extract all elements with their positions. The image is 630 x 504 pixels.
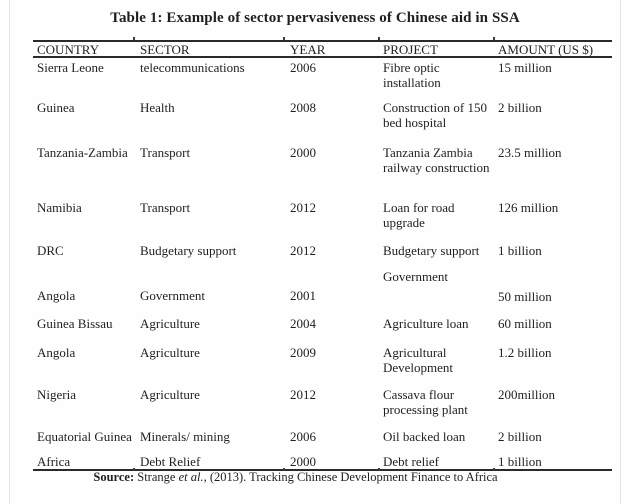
cell-amount: 15 million — [498, 60, 552, 75]
cell-amount: 2 billion — [498, 429, 542, 444]
border-tick — [378, 468, 380, 471]
border-tick — [283, 468, 285, 471]
cell-amount: 126 million — [498, 200, 559, 215]
cell-year: 2004 — [290, 316, 316, 331]
cell-amount: 1 billion — [498, 454, 542, 469]
cell-country: Equatorial Guinea — [37, 429, 132, 444]
cell-project: Cassava flour processing plant — [383, 387, 468, 417]
table-row: Guinea Bissau Agriculture 2004 Agricultu… — [33, 314, 612, 343]
cell-country: Guinea Bissau — [37, 316, 113, 331]
cell-sector: Agriculture — [140, 316, 200, 331]
cell-amount: 23.5 million — [498, 145, 562, 160]
border-tick — [493, 37, 495, 40]
cell-country: Sierra Leone — [37, 60, 104, 75]
source-note: Source: Strange et al., (2013). Tracking… — [6, 470, 585, 485]
cell-year: 2009 — [290, 345, 316, 360]
cell-year: 2006 — [290, 429, 316, 444]
cell-project: Budgetary support — [383, 243, 480, 258]
cell-country: Nigeria — [37, 387, 76, 402]
border-tick — [378, 37, 380, 40]
source-et-al: et al. — [178, 470, 204, 484]
cell-country: DRC — [37, 243, 64, 258]
chinese-aid-table: COUNTRY SECTOR YEAR PROJECT AMOUNT (US $… — [33, 40, 612, 471]
cell-sector: Transport — [140, 145, 191, 160]
border-tick — [133, 468, 135, 471]
header-amount: AMOUNT (US $) — [493, 41, 612, 58]
cell-year: 2006 — [290, 60, 316, 75]
cell-project: Loan for road upgrade — [383, 200, 455, 230]
table-row: Namibia Transport 2012 Loan for road upg… — [33, 198, 612, 241]
table-row: Nigeria Agriculture 2012 Cassava flour p… — [33, 385, 612, 427]
header-country: COUNTRY — [33, 41, 133, 58]
cell-year: 2008 — [290, 100, 316, 115]
cell-year: 2012 — [290, 200, 316, 215]
table-title: Table 1: Example of sector pervasiveness… — [110, 10, 520, 26]
cell-amount: 200million — [498, 387, 556, 402]
cell-year: 2000 — [290, 454, 316, 469]
border-tick — [493, 468, 495, 471]
source-text-pre: Strange — [134, 470, 179, 484]
cell-year: 2000 — [290, 145, 316, 160]
border-tick — [133, 37, 135, 40]
cell-amount: 60 million — [498, 316, 552, 331]
cell-sector: Health — [140, 100, 175, 115]
cell-sector: Budgetary support — [140, 243, 237, 258]
source-text-post: , (2013). Tracking Chinese Development F… — [203, 470, 498, 484]
table-row: Sierra Leone telecommunications 2006 Fib… — [33, 57, 612, 98]
cell-country: Namibia — [37, 200, 82, 215]
page-frame-left — [9, 0, 10, 504]
table-row: DRC Budgetary support 2012 Budgetary sup… — [33, 241, 612, 286]
table-row: Equatorial Guinea Minerals/ mining 2006 … — [33, 427, 612, 452]
cell-sector: Minerals/ mining — [140, 429, 230, 444]
cell-sector: Agriculture — [140, 387, 200, 402]
cell-project: Government — [378, 269, 493, 314]
cell-year: 2001 — [290, 288, 316, 303]
cell-country: Angola — [37, 345, 76, 360]
cell-project: Tanzania Zambia railway construction — [383, 145, 490, 175]
cell-project: Debt relief — [383, 454, 439, 469]
cell-year: 2012 — [290, 387, 316, 402]
table-row: Africa Debt Relief 2000 Debt relief 1 bi… — [33, 452, 612, 470]
table-row: Angola Agriculture 2009 Agricultural Dev… — [33, 343, 612, 385]
cell-project: Agricultural Development — [383, 345, 454, 375]
cell-year: 2012 — [290, 243, 316, 258]
table-header-row: COUNTRY SECTOR YEAR PROJECT AMOUNT (US $… — [33, 41, 612, 58]
header-sector: SECTOR — [133, 41, 283, 58]
cell-amount-text: 50 million — [498, 289, 552, 304]
border-tick — [283, 37, 285, 40]
cell-country: Africa — [37, 454, 71, 469]
cell-amount: 1.2 billion — [498, 345, 552, 360]
cell-project-text: Government — [383, 269, 448, 284]
cell-sector: Government — [140, 288, 205, 303]
header-year: YEAR — [283, 41, 378, 58]
source-label: Source: — [93, 470, 135, 484]
cell-project: Agriculture loan — [383, 316, 469, 331]
cell-project: Oil backed loan — [383, 429, 466, 444]
page-frame-right — [620, 0, 621, 504]
table-row: Guinea Health 2008 Construction of 150 b… — [33, 98, 612, 143]
cell-sector: Agriculture — [140, 345, 200, 360]
cell-sector: Debt Relief — [140, 454, 201, 469]
header-project: PROJECT — [378, 41, 493, 58]
table-row: Tanzania-Zambia Transport 2000 Tanzania … — [33, 143, 612, 198]
cell-country: Angola — [37, 288, 76, 303]
cell-sector: Transport — [140, 200, 191, 215]
cell-amount: 2 billion — [498, 100, 542, 115]
table-row: Angola Government 2001 Government 50 mil… — [33, 269, 612, 314]
cell-amount: 1 billion — [498, 243, 542, 258]
cell-amount: 50 million — [493, 286, 612, 314]
cell-country: Guinea — [37, 100, 75, 115]
cell-project: Construction of 150 bed hospital — [383, 100, 487, 130]
cell-sector: telecommunications — [140, 60, 245, 75]
cell-country: Tanzania-Zambia — [37, 145, 128, 160]
cell-project: Fibre optic installation — [383, 60, 441, 90]
